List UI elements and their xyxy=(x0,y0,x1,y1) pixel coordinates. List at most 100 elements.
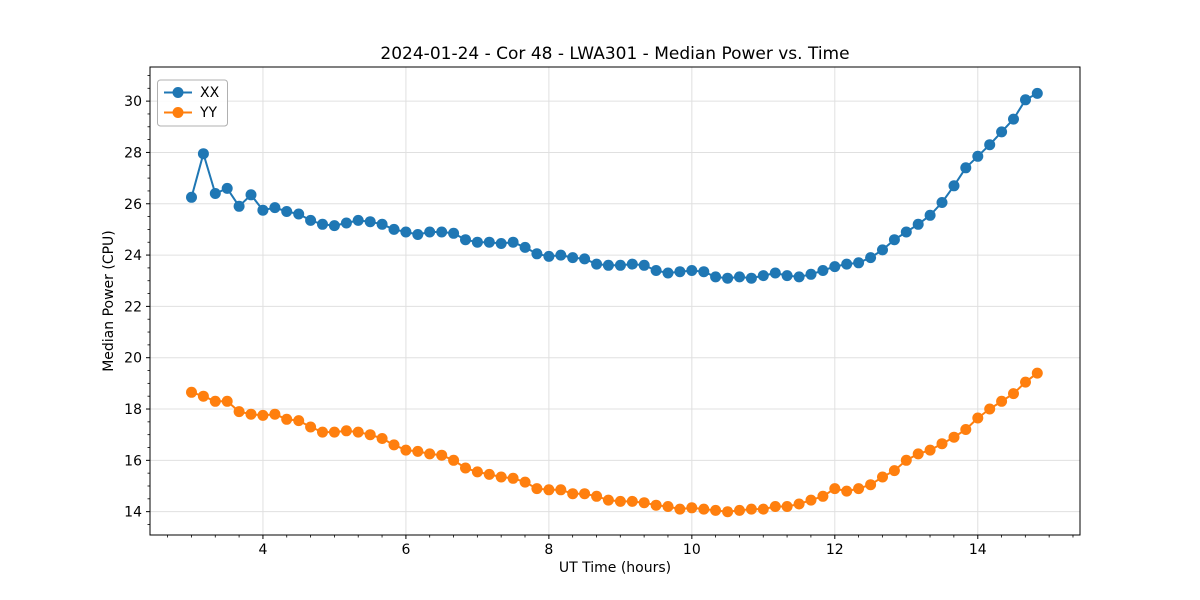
data-point-yy xyxy=(221,395,233,407)
data-point-yy xyxy=(924,444,936,456)
data-point-yy xyxy=(543,484,555,496)
data-point-yy xyxy=(853,483,865,495)
data-point-yy xyxy=(614,495,626,507)
data-point-yy xyxy=(483,468,495,480)
y-tick-label: 20 xyxy=(124,351,142,367)
x-axis-label: UT Time (hours) xyxy=(559,560,671,576)
data-point-yy xyxy=(888,465,900,477)
data-point-xx xyxy=(805,268,817,280)
data-point-yy xyxy=(376,433,388,444)
data-point-xx xyxy=(662,267,674,279)
data-point-xx xyxy=(638,259,650,271)
legend-item-xx: XX xyxy=(164,85,220,101)
data-point-yy xyxy=(912,448,924,460)
data-point-xx xyxy=(257,204,269,216)
data-point-xx xyxy=(865,252,877,264)
data-point-yy xyxy=(436,449,448,461)
data-point-yy xyxy=(877,471,888,483)
y-tick-label: 14 xyxy=(124,505,142,521)
data-point-yy xyxy=(293,415,305,427)
data-point-yy xyxy=(638,497,650,509)
data-point-yy xyxy=(960,424,972,435)
data-point-xx xyxy=(388,223,400,235)
data-point-yy xyxy=(865,479,877,491)
data-point-xx xyxy=(531,248,543,260)
data-point-yy xyxy=(781,501,793,512)
data-point-xx xyxy=(519,241,531,253)
data-point-xx xyxy=(507,236,519,248)
data-point-yy xyxy=(233,406,245,418)
x-tick-label: 12 xyxy=(826,542,844,558)
y-tick-label: 28 xyxy=(124,145,142,161)
legend-label-yy: YY xyxy=(199,105,218,121)
data-point-yy xyxy=(817,490,829,502)
data-point-xx xyxy=(900,226,912,238)
data-point-xx xyxy=(567,252,579,264)
data-point-xx xyxy=(924,209,936,221)
data-point-yy xyxy=(567,488,579,500)
data-point-xx xyxy=(996,126,1008,138)
data-point-xx xyxy=(912,218,924,230)
data-point-yy xyxy=(519,476,531,488)
data-point-yy xyxy=(1020,376,1031,388)
x-tick-label: 8 xyxy=(544,542,553,558)
data-point-xx xyxy=(710,271,722,283)
data-point-yy xyxy=(734,504,745,516)
axis-ticks: 4 6 8 10 12 14 14 16 18 20 22 24 26 28 30 xyxy=(124,75,1074,558)
legend: XX YY xyxy=(157,79,228,127)
data-point-xx xyxy=(650,265,662,276)
data-point-yy xyxy=(1031,367,1043,379)
data-point-xx xyxy=(436,226,448,238)
data-point-xx xyxy=(340,217,352,229)
data-point-xx xyxy=(376,218,388,230)
data-point-yy xyxy=(710,504,722,516)
data-point-xx xyxy=(328,220,340,232)
data-point-yy xyxy=(996,395,1008,407)
data-point-xx xyxy=(948,180,960,192)
data-point-yy xyxy=(400,444,412,456)
data-point-xx xyxy=(305,214,317,226)
data-point-yy xyxy=(1008,388,1019,400)
data-point-yy xyxy=(602,494,614,506)
data-point-yy xyxy=(829,483,841,495)
x-tick-label: 14 xyxy=(969,542,987,558)
data-point-yy xyxy=(948,431,960,443)
data-point-yy xyxy=(674,503,686,515)
data-point-xx xyxy=(1020,94,1031,106)
legend-marker-yy xyxy=(172,107,184,118)
data-point-yy xyxy=(340,425,352,437)
data-point-xx xyxy=(460,234,471,246)
data-point-xx xyxy=(769,267,781,279)
x-tick-label: 10 xyxy=(683,542,701,558)
data-point-xx xyxy=(412,229,424,240)
data-point-xx xyxy=(471,236,483,248)
data-point-yy xyxy=(662,501,674,512)
y-tick-label: 22 xyxy=(124,299,142,315)
data-point-xx xyxy=(853,257,865,269)
x-tick-label: 4 xyxy=(258,542,267,558)
data-point-yy xyxy=(328,426,340,438)
data-point-yy xyxy=(686,502,698,514)
data-point-xx xyxy=(245,189,257,201)
data-point-xx xyxy=(543,250,555,262)
data-point-yy xyxy=(281,413,293,425)
data-point-yy xyxy=(531,483,543,495)
data-point-xx xyxy=(602,259,614,271)
data-point-xx xyxy=(745,272,757,284)
data-point-yy xyxy=(507,472,519,484)
data-point-yy xyxy=(722,506,734,518)
data-point-xx xyxy=(888,234,900,246)
data-point-yy xyxy=(269,408,281,420)
data-point-yy xyxy=(305,421,317,433)
data-point-xx xyxy=(591,258,603,270)
data-point-xx xyxy=(698,266,710,278)
y-axis-label: Median Power (CPU) xyxy=(101,230,117,372)
data-point-yy xyxy=(984,403,996,415)
data-point-yy xyxy=(841,485,853,497)
legend-label-xx: XX xyxy=(200,85,220,101)
data-point-yy xyxy=(757,503,769,515)
data-point-yy xyxy=(626,495,638,507)
data-point-yy xyxy=(650,499,662,511)
chart-title: 2024-01-24 - Cor 48 - LWA301 - Median Po… xyxy=(380,44,849,64)
y-tick-label: 30 xyxy=(124,94,142,110)
